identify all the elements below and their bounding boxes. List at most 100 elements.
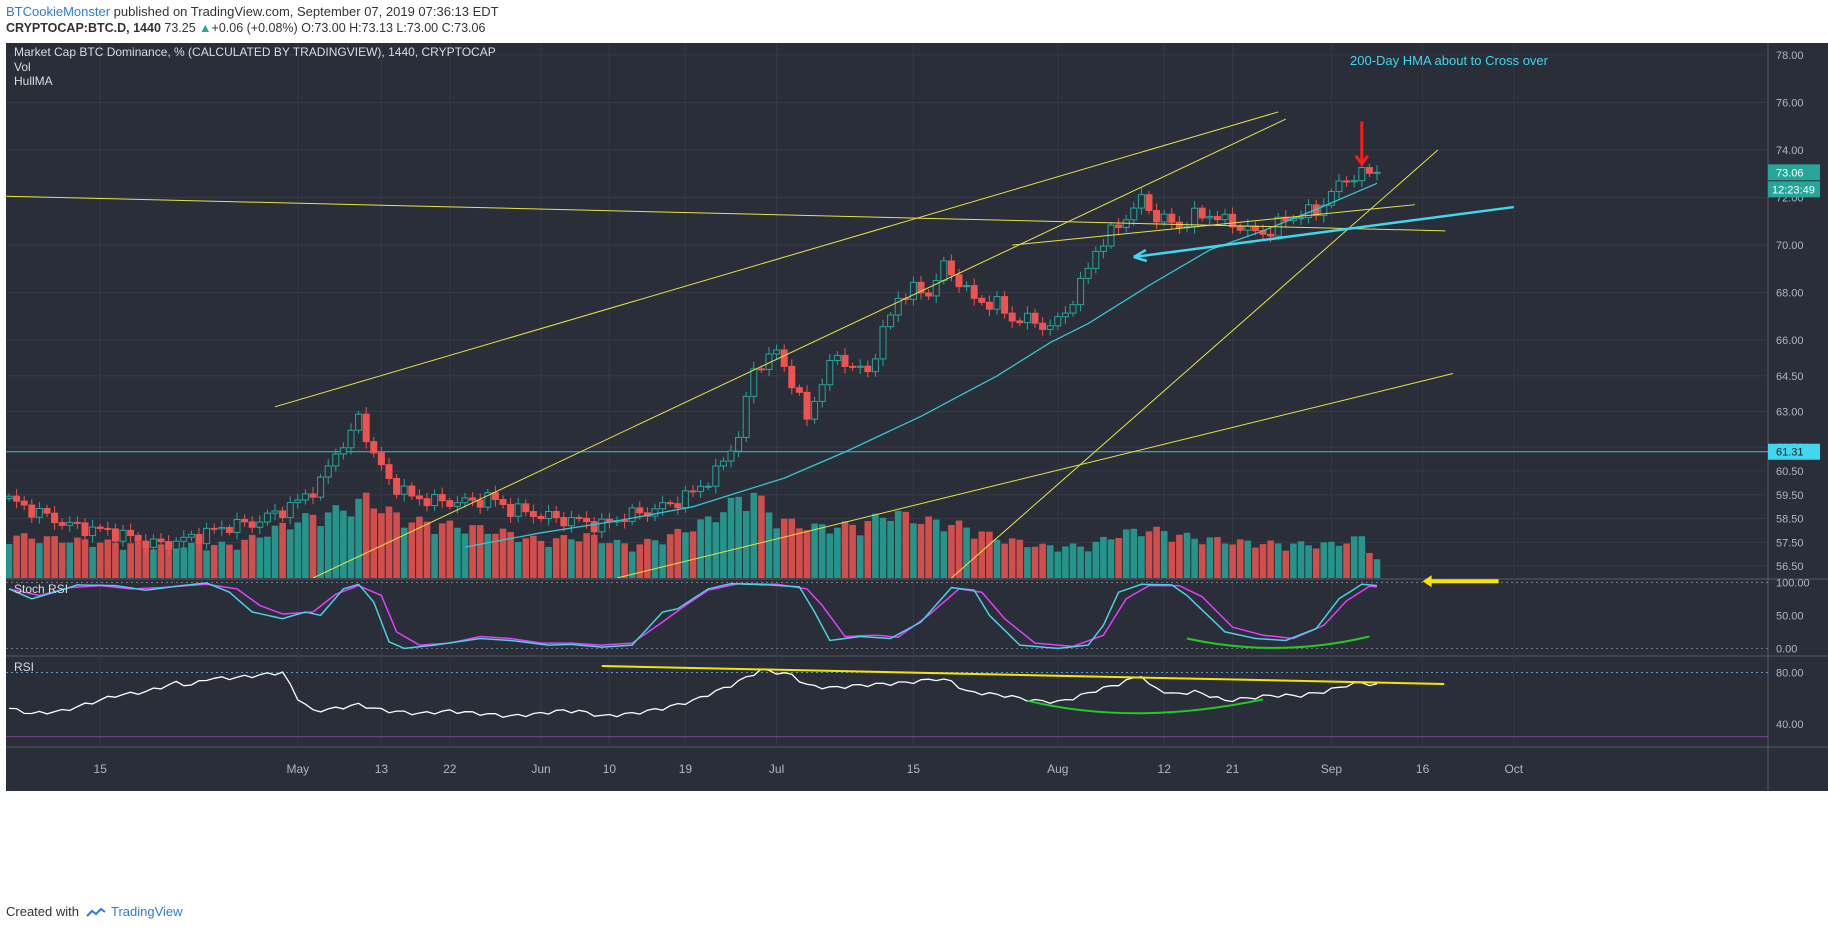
stoch-tick-label: 50.00 [1776,610,1804,622]
candle-body [750,368,758,397]
volume-bar [780,518,788,578]
volume-bar [1312,548,1320,578]
volume-bar [43,536,51,578]
volume-bar [20,533,28,578]
volume-bar [1214,537,1221,578]
candle-body [476,499,484,508]
candle-body [446,500,454,507]
volume-bar [522,538,530,578]
up-triangle-icon: ▲ [199,21,212,35]
candle-body [514,503,522,517]
volume-bar [552,538,560,578]
volume-bar [1328,541,1335,578]
volume-bar [127,543,134,578]
candle-body [58,522,66,526]
candle-body [309,493,317,498]
volume-bar [590,534,598,578]
volume-bar [28,538,36,578]
candle-body [233,518,241,533]
stoch-arc [1186,635,1370,649]
volume-bar [963,527,970,578]
volume-bar [1001,543,1008,578]
volume-bar [157,544,165,578]
candle-body [704,485,712,488]
countdown-label: 12:23:49 [1772,184,1815,196]
price-tick-label: 58.50 [1776,514,1804,526]
candle-body [393,477,401,495]
candle-body [1327,191,1335,206]
volume-bar [469,525,476,578]
candle-body [13,495,21,502]
volume-bar [758,495,765,578]
candle-body [195,533,203,545]
candle-body [1236,226,1244,231]
volume-bar [545,546,552,578]
price-tick-label: 59.50 [1776,490,1804,502]
tradingview-link[interactable]: TradingView [111,904,183,919]
volume-bar [826,533,834,578]
volume-bar [431,534,438,578]
candle-body [841,354,849,367]
volume-bar [720,512,727,578]
volume-bar [476,525,484,578]
candle-body [985,301,993,310]
volume-bar [621,543,628,578]
volume-bar [1031,546,1039,578]
volume-bar [1221,543,1229,578]
volume-bar [1191,538,1198,578]
volume-bar [1350,536,1358,578]
candle-body [909,281,917,300]
stoch-rsi-pane: Stoch RSI 100.00 50.00 0.00 [6,575,1810,655]
candle-body [583,517,591,523]
volume-bar [180,547,188,578]
trendline [312,118,1287,578]
publish-line: BTCookieMonster published on TradingView… [6,4,499,19]
candle-body [651,508,659,517]
chart-canvas[interactable]: Market Cap BTC Dominance, % (CALCULATED … [0,43,1828,893]
candle-body [963,285,971,288]
volume-bar [294,522,302,578]
candle-body [241,518,249,523]
legend-hullma: HullMA [14,74,53,88]
volume-bar [955,520,963,578]
volume-bar [1343,543,1350,578]
candle-body [225,527,233,533]
candle-body [864,365,872,373]
candle-body [719,460,727,467]
volume-bar [917,523,925,578]
volume-bar [560,535,568,578]
price-tick-label: 56.50 [1776,561,1804,573]
rsi-line [8,668,1378,718]
trendline [616,373,1454,578]
author-link[interactable]: BTCookieMonster [6,4,111,19]
candle-body [1251,225,1259,232]
volume-bar [940,531,948,578]
volume-bar [872,513,879,578]
volume-bar [659,544,666,578]
candle-body [917,281,925,294]
volume-bar [727,497,735,578]
volume-bar [1198,544,1206,578]
legend-vol: Vol [14,60,31,74]
cyan-arrow-head-icon [1133,248,1148,263]
trendline [6,195,1446,232]
volume-bar [203,550,210,578]
volume-bar [36,543,43,578]
candle-body [894,297,902,316]
candle-body [811,400,819,420]
volume-bar [13,535,20,578]
candle-body [978,297,986,303]
volume-bar [218,541,226,578]
candle-body [484,492,492,508]
candle-body [1130,207,1138,221]
candle-body [1168,213,1176,223]
price-axis: 78.0076.0074.0072.0070.0068.0066.0064.50… [1768,50,1820,573]
candle-body [552,510,560,519]
candle-body [1297,217,1305,220]
tradingview-logo-icon [85,907,106,917]
created-with-text: Created with [6,904,79,919]
candle-body [795,387,803,393]
time-tick-label: 22 [443,762,457,776]
volume-bar [233,549,241,578]
volume-bar [750,492,758,578]
